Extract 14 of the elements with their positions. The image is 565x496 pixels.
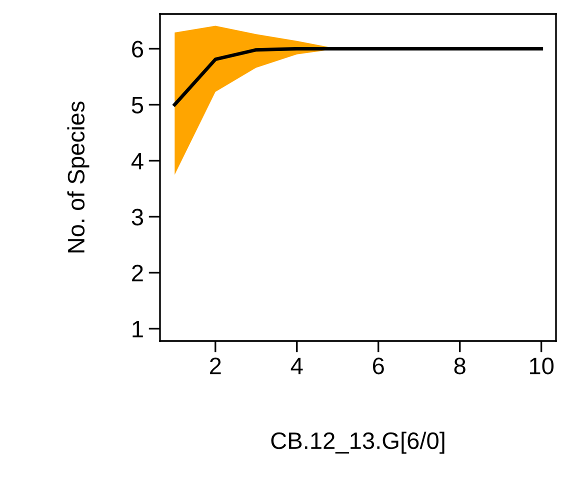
y-tick-label: 1 (132, 320, 143, 338)
y-tick-label: 3 (132, 208, 143, 226)
line-series (172, 46, 544, 106)
y-axis-title: No. of Species (67, 102, 90, 252)
x-tick-label: 2 (210, 358, 221, 374)
x-tick-label: 4 (290, 358, 303, 374)
x-axis-title: CB.12_13.G[6/0] (271, 432, 444, 454)
x-tick-label: 10 (530, 358, 554, 374)
x-tick-label: 6 (373, 358, 384, 374)
y-tick-label: 4 (131, 153, 144, 170)
x-tick-label: 8 (454, 358, 466, 374)
y-tick-label: 2 (132, 264, 143, 282)
y-tick-label: 6 (132, 40, 143, 58)
y-tick-label: 5 (132, 97, 144, 114)
